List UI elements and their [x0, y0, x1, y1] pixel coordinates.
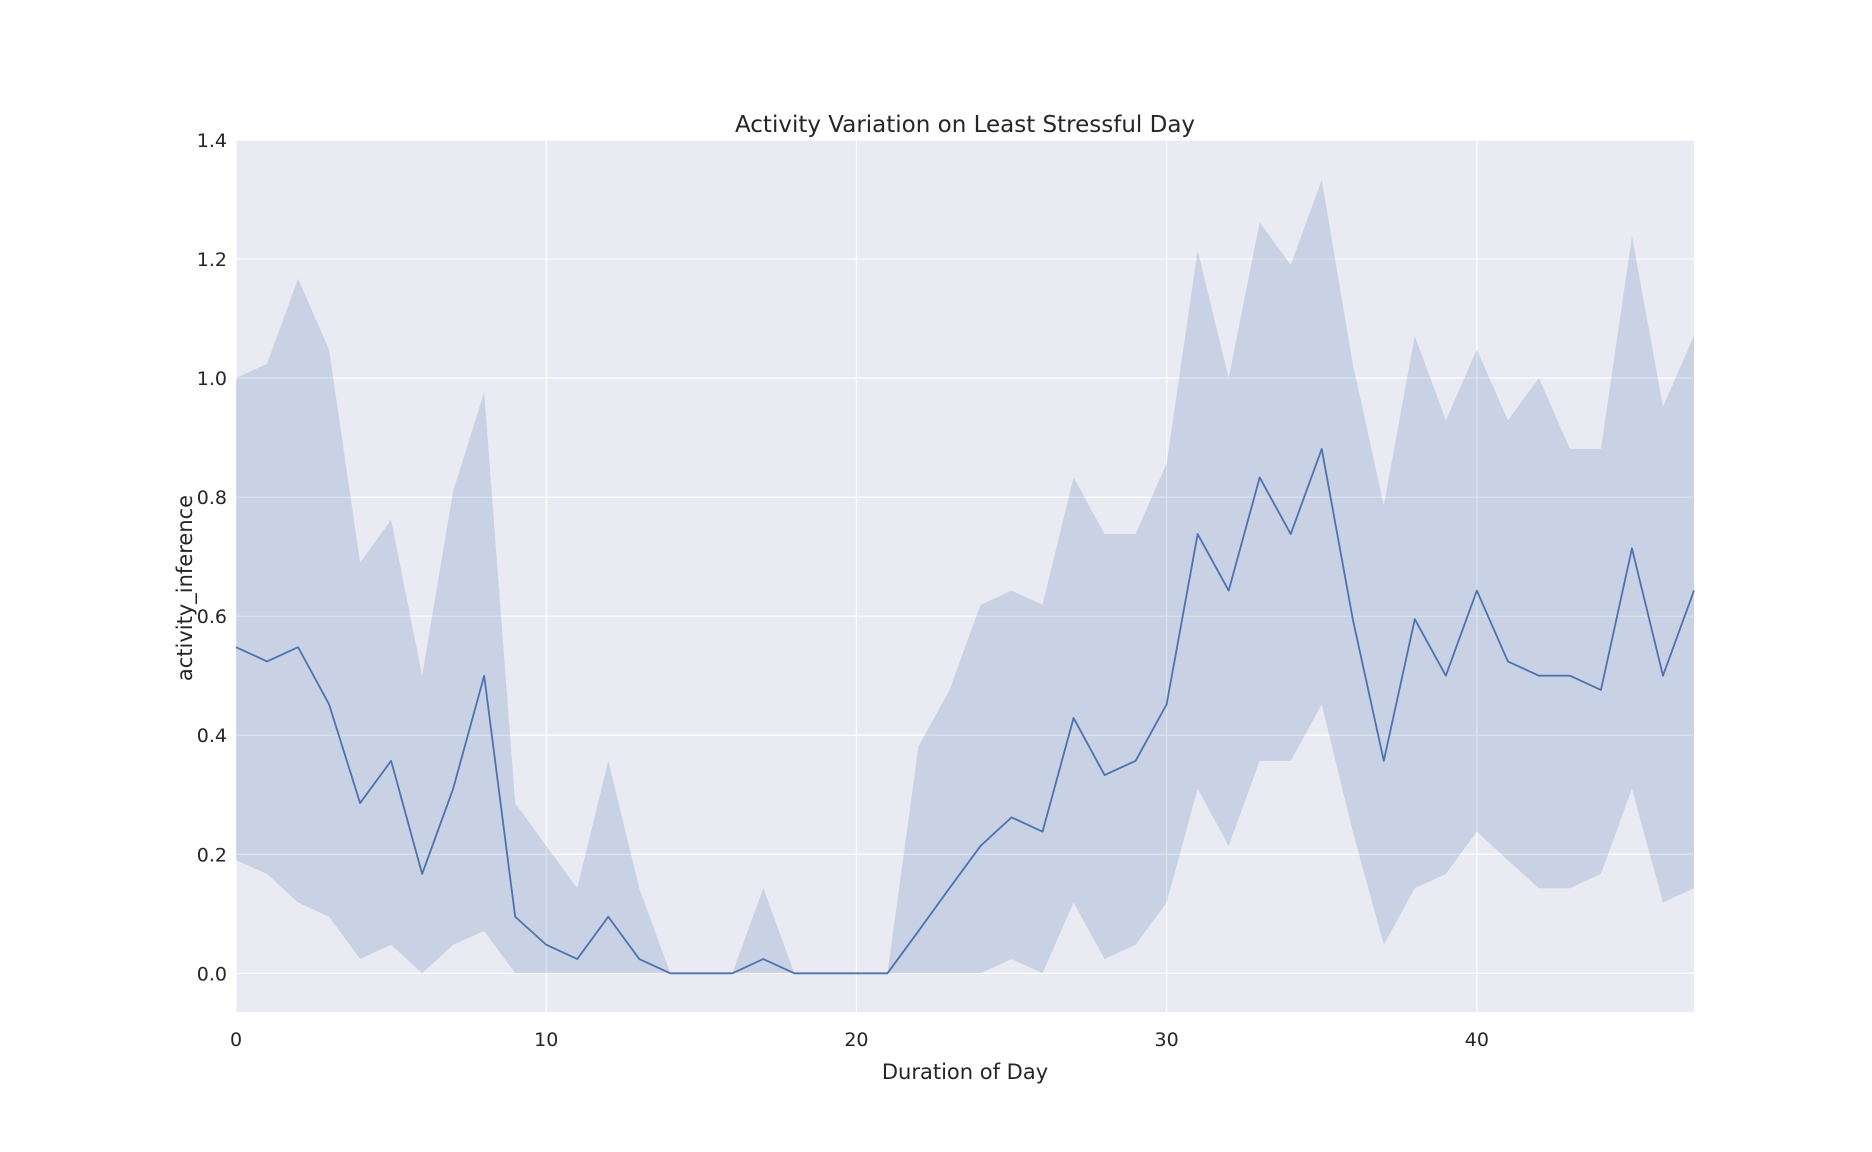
- x-tick-label: 40: [1465, 1029, 1489, 1051]
- y-axis-title: activity_inference: [173, 495, 198, 681]
- y-tick-label: 0.0: [197, 963, 227, 985]
- y-tick-label: 0.8: [197, 487, 227, 509]
- y-tick-label: 0.4: [197, 725, 227, 747]
- x-grid: [235, 140, 1478, 1012]
- y-tick-label: 1.4: [197, 130, 227, 152]
- x-tick-label: 10: [534, 1029, 558, 1051]
- x-tick-label: 30: [1155, 1029, 1179, 1051]
- y-grid: [236, 139, 1694, 974]
- y-tick-label: 1.2: [197, 249, 227, 271]
- y-tick-label: 0.2: [197, 844, 227, 866]
- y-tick-label: 1.0: [197, 368, 227, 390]
- confidence-band: [236, 179, 1694, 974]
- x-tick-label: 0: [230, 1029, 242, 1051]
- y-tick-label: 0.6: [197, 606, 227, 628]
- x-axis-title: Duration of Day: [882, 1060, 1048, 1084]
- x-axis-ticks: 0 10 20 30 40: [230, 1029, 1489, 1051]
- y-axis-ticks: 0.0 0.2 0.4 0.6 0.8 1.0 1.2 1.4: [197, 130, 227, 985]
- x-tick-label: 20: [844, 1029, 868, 1051]
- chart-title: Activity Variation on Least Stressful Da…: [735, 112, 1195, 138]
- series-line: [235, 448, 1695, 975]
